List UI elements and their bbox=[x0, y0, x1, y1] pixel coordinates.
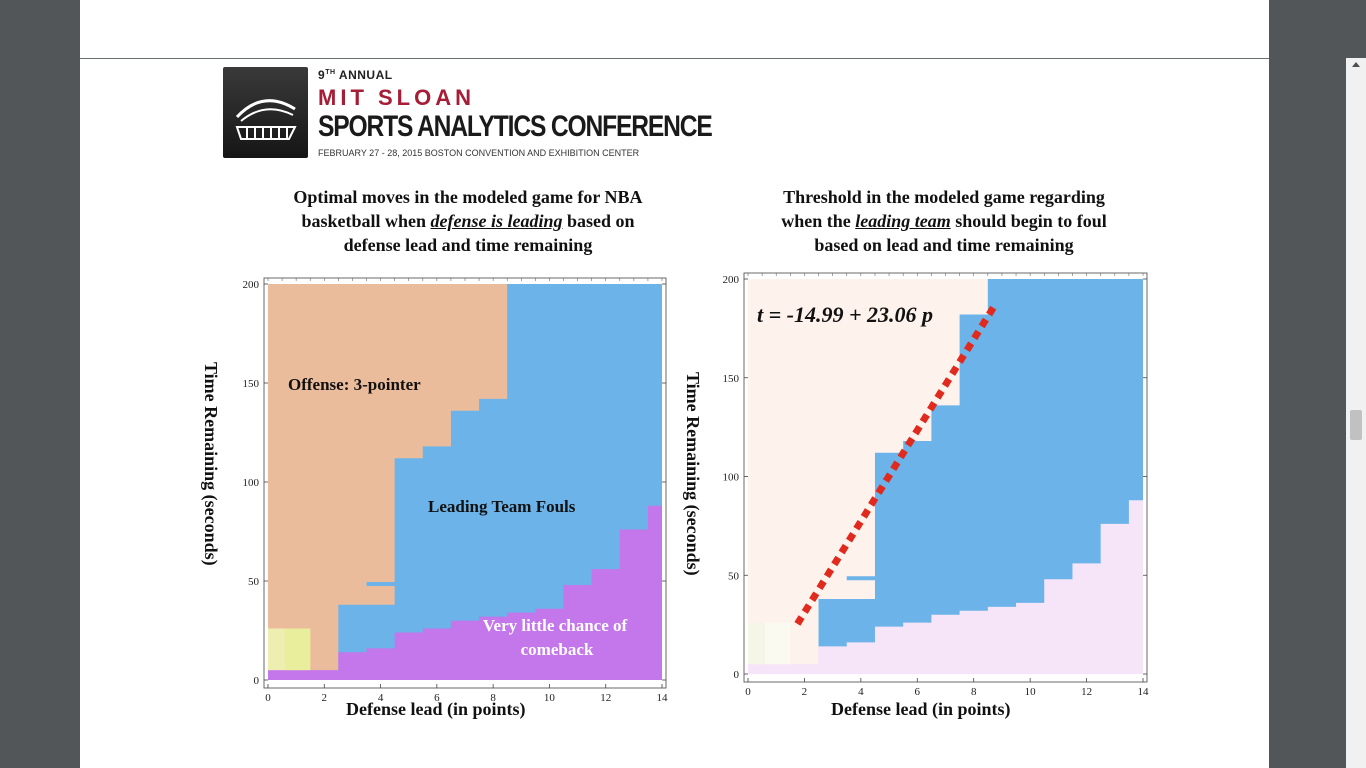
threshold-line bbox=[794, 300, 1000, 626]
y-tick-label: 200 bbox=[243, 279, 260, 291]
x-tick-label: 14 bbox=[1138, 686, 1150, 698]
y-tick-label: 50 bbox=[248, 576, 260, 588]
fouls-region bbox=[338, 284, 662, 680]
right-chart-title: Threshold in the modeled game regarding … bbox=[781, 187, 1107, 255]
yellow-patch-2 bbox=[284, 628, 311, 671]
y-tick-label: 0 bbox=[254, 675, 260, 687]
y-tick-label: 100 bbox=[723, 472, 740, 484]
scroll-thumb[interactable] bbox=[1350, 410, 1362, 440]
scroll-up-arrow-icon[interactable] bbox=[1352, 62, 1360, 67]
x-tick-label: 2 bbox=[802, 686, 808, 698]
x-tick-label: 0 bbox=[265, 692, 271, 704]
x-tick-label: 2 bbox=[322, 692, 328, 704]
x-tick-label: 12 bbox=[600, 692, 611, 704]
page-divider bbox=[80, 58, 1269, 59]
region-label-comeback-1: Very little chance of bbox=[483, 616, 628, 635]
x-tick-label: 10 bbox=[1025, 686, 1037, 698]
x-tick-label: 6 bbox=[915, 686, 921, 698]
fouls-notch bbox=[366, 581, 395, 586]
x-tick-label: 6 bbox=[434, 692, 440, 704]
left-heatmap-chart: 0 2 4 6 8 10 12 14 0 50 100 150 200 Offense: 3-point… bbox=[243, 277, 669, 704]
logo-edition: 9TH ANNUAL bbox=[318, 68, 393, 82]
x-tick-label: 0 bbox=[745, 686, 751, 698]
stadium-icon bbox=[235, 99, 297, 140]
x-tick-label: 4 bbox=[858, 686, 864, 698]
threshold-equation: t = -14.99 + 23.06 p bbox=[757, 302, 933, 327]
region-label-offense: Offense: 3-pointer bbox=[288, 375, 421, 394]
y-tick-label: 150 bbox=[243, 378, 260, 390]
y-tick-label: 100 bbox=[243, 477, 260, 489]
x-tick-label: 8 bbox=[971, 686, 977, 698]
logo-conference-name: SPORTS ANALYTICS CONFERENCE bbox=[318, 110, 713, 143]
left-x-axis-label: Defense lead (in points) bbox=[346, 699, 526, 719]
y-tick-label: 150 bbox=[723, 373, 740, 385]
x-tick-label: 4 bbox=[378, 692, 384, 704]
fouls-region bbox=[818, 279, 1143, 674]
y-tick-label: 50 bbox=[728, 570, 740, 582]
region-label-comeback-2: comeback bbox=[521, 640, 594, 659]
comeback-region bbox=[268, 505, 662, 680]
logo-date-line: FEBRUARY 27 - 28, 2015 BOSTON CONVENTION… bbox=[318, 148, 640, 158]
x-tick-label: 8 bbox=[490, 692, 496, 704]
x-tick-label: 14 bbox=[657, 692, 669, 704]
fouls-notch bbox=[846, 576, 875, 581]
right-heatmap-chart: 0 2 4 6 8 10 12 14 0 50 100 150 200 t = -14.99 + 23.… bbox=[723, 272, 1150, 698]
y-tick-label: 200 bbox=[723, 274, 740, 286]
logo-mit-sloan: MIT SLOAN bbox=[318, 85, 475, 110]
yellow-patch-2 bbox=[764, 622, 791, 665]
comeback-region bbox=[748, 500, 1143, 674]
x-tick-label: 12 bbox=[1081, 686, 1092, 698]
conference-logo bbox=[223, 67, 308, 158]
left-chart-title: Optimal moves in the modeled game for NB… bbox=[293, 187, 643, 255]
right-y-axis-label: Time Remaining (seconds) bbox=[683, 372, 703, 576]
y-tick-label: 0 bbox=[734, 669, 740, 681]
right-x-axis-label: Defense lead (in points) bbox=[831, 699, 1011, 719]
region-label-fouls: Leading Team Fouls bbox=[428, 497, 576, 516]
x-tick-label: 10 bbox=[544, 692, 556, 704]
